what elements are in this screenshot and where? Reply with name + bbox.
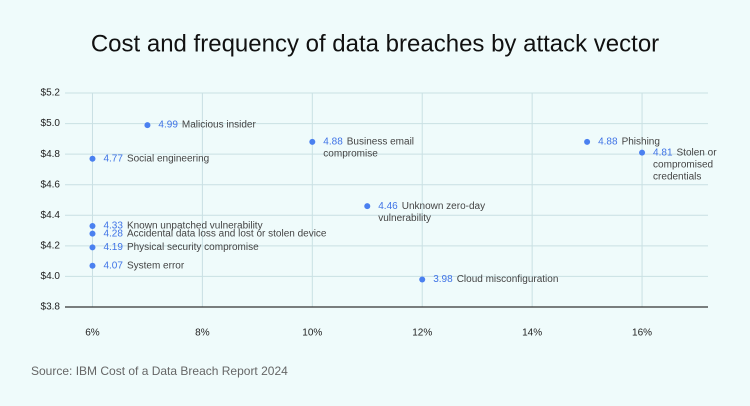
point — [584, 138, 591, 145]
value-label: 4.33 — [103, 221, 123, 232]
value-label: 4.88 — [323, 137, 343, 148]
point-label: Malicious insider — [182, 120, 257, 131]
point — [364, 203, 371, 210]
point — [419, 276, 426, 283]
x-tick-label: 10% — [302, 328, 322, 339]
point — [639, 149, 646, 156]
value-label: 4.77 — [103, 153, 123, 164]
point-label: System error — [127, 260, 185, 271]
y-tick-label: $4.8 — [41, 149, 61, 160]
y-tick-label: $5.2 — [41, 88, 61, 99]
x-tick-label: 14% — [522, 328, 542, 339]
point-label: Phishing — [622, 137, 660, 148]
point — [89, 230, 96, 237]
chart-title: Cost and frequency of data breaches by a… — [91, 30, 659, 57]
point — [89, 222, 96, 229]
point-label: Business email — [347, 137, 414, 148]
point — [89, 244, 96, 251]
value-label: 4.88 — [598, 137, 618, 148]
point — [89, 155, 96, 162]
y-tick-label: $4.0 — [41, 271, 61, 282]
point-label: Accidental data loss and lost or stolen … — [127, 228, 327, 239]
value-label: 4.07 — [103, 260, 123, 271]
point-label: Social engineering — [127, 153, 209, 164]
x-tick-label: 6% — [85, 328, 100, 339]
point — [309, 138, 316, 145]
point — [144, 122, 151, 129]
point-label: Known unpatched vulnerability — [127, 221, 263, 232]
y-tick-label: $3.8 — [41, 302, 61, 313]
x-tick-label: 8% — [195, 328, 210, 339]
y-tick-label: $4.2 — [41, 240, 61, 251]
value-label: 4.99 — [158, 120, 178, 131]
x-tick-label: 12% — [412, 328, 432, 339]
x-tick-label: 16% — [632, 328, 652, 339]
y-tick-label: $5.0 — [41, 118, 61, 129]
value-label: 3.98 — [433, 274, 453, 285]
point-label: credentials — [653, 171, 701, 182]
point-label: Unknown zero-day — [402, 201, 485, 212]
y-tick-label: $4.4 — [41, 210, 61, 221]
value-label: 4.46 — [378, 201, 398, 212]
value-label: 4.28 — [103, 228, 123, 239]
point-label: vulnerability — [378, 213, 431, 224]
point-label: compromise — [323, 149, 378, 160]
point — [89, 262, 96, 269]
source-note: Source: IBM Cost of a Data Breach Report… — [31, 364, 288, 378]
point-label: Stolen or — [677, 147, 718, 158]
value-label: 4.81 — [653, 147, 673, 158]
point-label: Cloud misconfiguration — [457, 274, 559, 285]
value-label: 4.19 — [103, 242, 123, 253]
point-label: compromised — [653, 159, 713, 170]
point-label: Physical security compromise — [127, 242, 259, 253]
y-tick-label: $4.6 — [41, 179, 61, 190]
